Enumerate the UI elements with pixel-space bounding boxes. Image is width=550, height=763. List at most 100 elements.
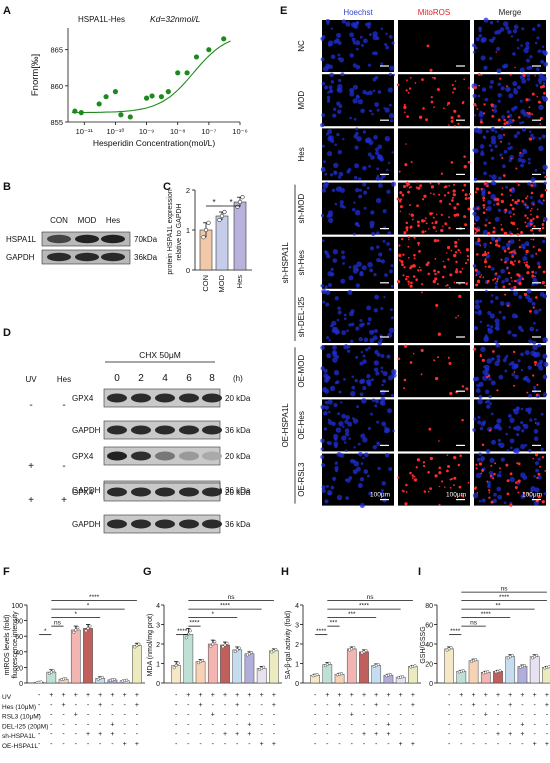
ros-spot bbox=[407, 256, 410, 259]
ros-spot bbox=[511, 280, 513, 282]
nucleus bbox=[521, 27, 525, 31]
nucleus bbox=[520, 352, 524, 357]
nucleus bbox=[384, 135, 391, 142]
ros-spot bbox=[422, 464, 426, 468]
ros-spot bbox=[479, 120, 483, 124]
nucleus bbox=[474, 311, 478, 314]
nucleus bbox=[367, 152, 372, 157]
group-label: sh-HSPA1L bbox=[281, 242, 290, 284]
factor-sign: - bbox=[314, 692, 317, 699]
nucleus bbox=[383, 107, 386, 110]
ros-spot bbox=[443, 265, 447, 269]
factor-sign: - bbox=[62, 712, 65, 719]
y-tick-label: 0 bbox=[186, 266, 190, 275]
nucleus bbox=[390, 284, 394, 288]
ros-spot bbox=[517, 116, 521, 119]
ros-spot bbox=[538, 266, 541, 269]
nucleus bbox=[496, 354, 501, 359]
micrograph-tile: 100μm bbox=[320, 451, 394, 509]
nucleus bbox=[368, 491, 373, 496]
micrograph-tile bbox=[473, 343, 549, 399]
factor-sign: + bbox=[272, 702, 276, 709]
nucleus bbox=[479, 299, 483, 303]
ros-spot bbox=[421, 219, 425, 223]
nucleus bbox=[526, 288, 532, 294]
nucleus bbox=[509, 154, 515, 160]
nucleus bbox=[380, 259, 386, 264]
factor-sign: - bbox=[123, 712, 126, 719]
data-point bbox=[127, 114, 133, 120]
row-label: sh-DEL-I25 bbox=[297, 296, 306, 337]
factor-sign: + bbox=[135, 702, 139, 709]
nucleus bbox=[330, 27, 334, 30]
factor-sign: - bbox=[175, 692, 178, 699]
ros-spot bbox=[416, 181, 419, 184]
nucleus bbox=[490, 193, 496, 200]
y-tick-label: 1 bbox=[186, 226, 190, 235]
nucleus bbox=[362, 359, 367, 364]
nucleus bbox=[390, 308, 393, 312]
nucleus bbox=[358, 451, 363, 457]
data-point bbox=[118, 112, 124, 118]
tile-background bbox=[474, 20, 546, 72]
channel-header: MitoROS bbox=[418, 8, 450, 17]
nucleus bbox=[324, 405, 329, 410]
ros-spot bbox=[438, 485, 441, 488]
nucleus bbox=[355, 40, 361, 46]
nucleus bbox=[537, 475, 542, 480]
nucleus bbox=[472, 428, 476, 432]
ros-spot bbox=[493, 226, 496, 230]
nucleus bbox=[343, 344, 349, 350]
nucleus bbox=[329, 385, 336, 391]
ros-spot bbox=[448, 286, 451, 289]
tile-background bbox=[322, 291, 394, 343]
y-tick-label: 865 bbox=[50, 46, 63, 55]
nucleus bbox=[354, 145, 359, 150]
nucleus bbox=[366, 305, 372, 311]
ros-spot bbox=[448, 216, 451, 219]
replicate-point bbox=[315, 673, 319, 677]
replicate-point bbox=[125, 678, 129, 682]
ros-spot bbox=[517, 260, 521, 263]
nucleus bbox=[380, 491, 384, 495]
factor-sign: - bbox=[87, 702, 90, 709]
nucleus bbox=[377, 144, 383, 149]
ros-spot bbox=[518, 239, 521, 241]
nucleus bbox=[500, 268, 506, 274]
ros-spot bbox=[532, 245, 535, 248]
data-point bbox=[96, 101, 102, 107]
ros-spot bbox=[447, 356, 450, 359]
nucleus bbox=[490, 325, 494, 329]
nucleus bbox=[520, 44, 523, 47]
ros-spot bbox=[475, 274, 478, 276]
nucleus bbox=[488, 174, 492, 178]
nucleus bbox=[328, 376, 331, 379]
sig-label: **** bbox=[359, 603, 370, 610]
factor-sign: - bbox=[260, 721, 263, 728]
nucleus bbox=[498, 176, 502, 180]
ros-spot bbox=[489, 241, 492, 245]
ros-spot bbox=[406, 115, 409, 119]
replicate-point bbox=[498, 669, 502, 673]
factor-sign: - bbox=[87, 712, 90, 719]
ros-spot bbox=[480, 274, 483, 276]
ros-spot bbox=[523, 261, 526, 264]
nucleus bbox=[359, 392, 364, 397]
nucleus bbox=[382, 209, 387, 214]
ros-spot bbox=[512, 350, 516, 354]
nucleus bbox=[321, 463, 326, 468]
bar bbox=[468, 660, 479, 684]
ros-spot bbox=[463, 215, 467, 219]
y-tick-label: 0 bbox=[19, 681, 23, 688]
nucleus bbox=[505, 301, 511, 307]
lane-label: MOD bbox=[78, 216, 97, 225]
nucleus bbox=[375, 399, 379, 404]
replicate-point bbox=[188, 629, 192, 633]
ros-spot bbox=[412, 352, 415, 355]
replicate-point bbox=[222, 209, 227, 215]
ros-spot bbox=[447, 101, 451, 105]
factor-sign: - bbox=[375, 712, 378, 719]
blot-band bbox=[107, 425, 127, 435]
ros-spot bbox=[513, 384, 516, 387]
ros-spot bbox=[474, 268, 478, 272]
